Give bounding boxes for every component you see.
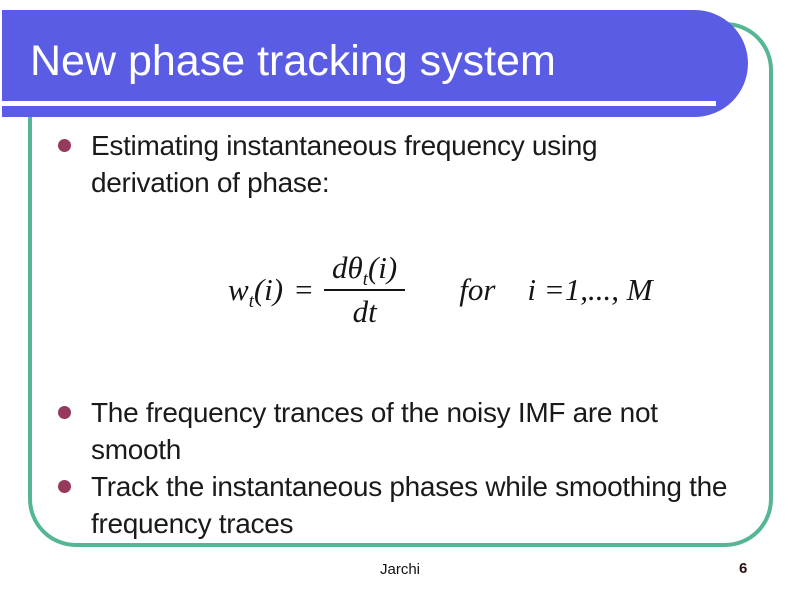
formula-lhs: wt(i) [228,272,284,313]
formula-lhs-subscript: t [248,291,254,313]
formula-fraction: dθt(i) dt [324,250,406,330]
formula-for-keyword: for [459,272,496,307]
bullet-item-estimating: Estimating instantaneous frequency using… [58,127,598,201]
bullet-icon [58,480,71,493]
slide-title: New phase tracking system [30,37,556,85]
formula-index-range: i =1,..., M [527,272,653,307]
formula-numerator: dθt(i) [324,250,406,291]
bullet-line: Estimating instantaneous frequency using [91,130,598,161]
footer-author: Jarchi [379,561,420,578]
bullet-line: smooth [91,434,182,465]
bullet-item-frequency-traces: The frequency trances of the noisy IMF a… [58,394,658,468]
title-bar: New phase tracking system [0,10,748,117]
bullet-line: derivation of phase: [91,167,330,198]
formula-equals: = [293,272,315,307]
frequency-formula: wt(i) = dθt(i) dt for i =1,..., M [228,250,653,330]
bullet-text: The frequency trances of the noisy IMF a… [91,394,658,468]
bullet-icon [58,139,71,152]
formula-denominator: dt [352,294,377,329]
bullet-line: Track the instantaneous phases while smo… [91,471,728,502]
bullet-icon [58,406,71,419]
formula-numerator-subscript: t [362,269,368,291]
bullet-line: frequency traces [91,508,294,539]
bullet-line: The frequency trances of the noisy IMF a… [91,397,658,428]
bullet-text: Track the instantaneous phases while smo… [91,468,727,542]
bullet-item-track-phases: Track the instantaneous phases while smo… [58,468,727,542]
slide-page-number: 6 [739,560,748,577]
bullet-text: Estimating instantaneous frequency using… [91,127,598,201]
title-underline [0,101,716,106]
formula-numerator-argument: (i) [367,250,398,285]
formula-lhs-argument: (i) [253,272,284,307]
